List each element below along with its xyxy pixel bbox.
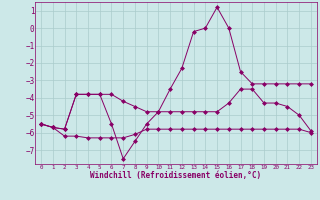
X-axis label: Windchill (Refroidissement éolien,°C): Windchill (Refroidissement éolien,°C) bbox=[91, 171, 261, 180]
